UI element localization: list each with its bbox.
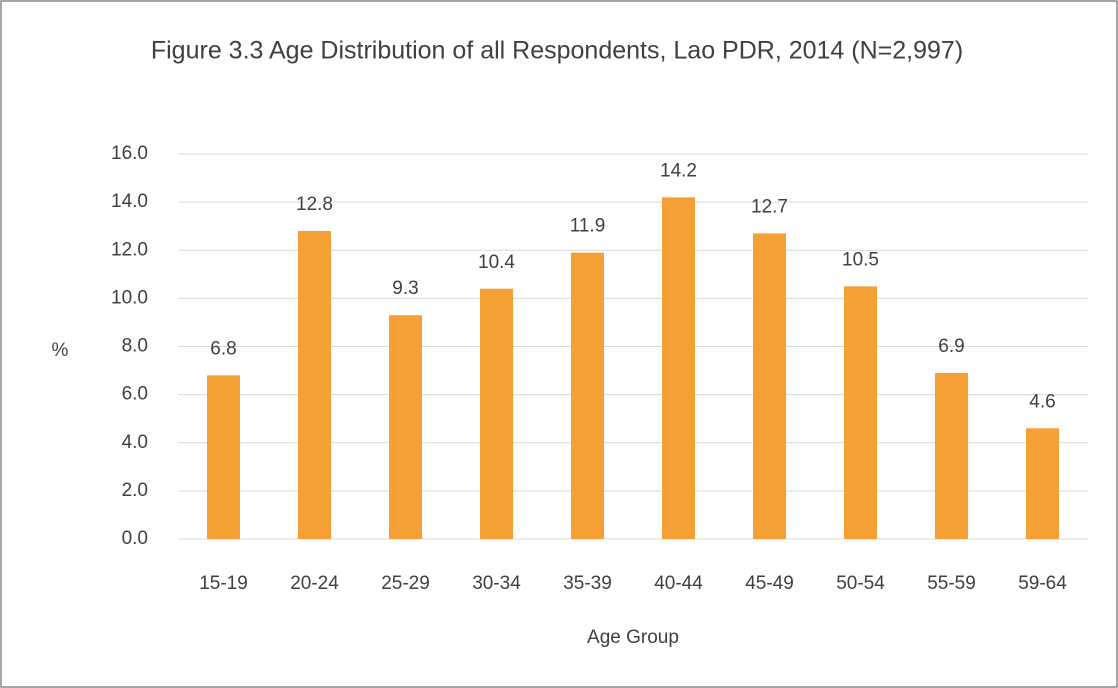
y-axis-label: % — [52, 340, 69, 361]
x-tick-label: 15-19 — [199, 573, 248, 594]
data-label: 14.2 — [660, 160, 697, 181]
chart-title: Figure 3.3 Age Distribution of all Respo… — [151, 37, 963, 65]
x-tick-label: 55-59 — [927, 573, 976, 594]
x-tick-label: 45-49 — [745, 573, 794, 594]
y-tick-label: 2.0 — [122, 480, 148, 501]
data-label: 12.7 — [751, 196, 788, 217]
y-tick-label: 12.0 — [111, 239, 148, 260]
x-tick-label: 20-24 — [290, 573, 339, 594]
x-tick-label: 35-39 — [563, 573, 612, 594]
bar — [1026, 428, 1059, 539]
data-label: 10.5 — [842, 249, 879, 270]
x-tick-label: 25-29 — [381, 573, 430, 594]
bar — [844, 286, 877, 539]
bar — [207, 375, 240, 539]
x-tick-label: 50-54 — [836, 573, 885, 594]
data-label: 10.4 — [478, 252, 515, 273]
y-tick-label: 10.0 — [111, 287, 148, 308]
data-label: 6.8 — [210, 338, 236, 359]
x-tick-label: 40-44 — [654, 573, 703, 594]
y-tick-label: 8.0 — [122, 336, 148, 357]
bar — [480, 288, 513, 539]
x-tick-label: 30-34 — [472, 573, 521, 594]
y-tick-label: 14.0 — [111, 191, 148, 212]
data-label: 12.8 — [296, 194, 333, 215]
y-tick-label: 16.0 — [111, 143, 148, 164]
data-label: 9.3 — [392, 278, 418, 299]
bar — [571, 252, 604, 539]
y-tick-label: 0.0 — [122, 528, 148, 549]
x-axis-label: Age Group — [587, 627, 679, 648]
bar — [935, 372, 968, 539]
bar — [298, 231, 331, 539]
bar — [389, 315, 422, 539]
x-tick-label: 59-64 — [1018, 573, 1067, 594]
bar — [753, 233, 786, 539]
data-label: 11.9 — [570, 216, 606, 237]
y-tick-label: 4.0 — [122, 432, 148, 453]
y-tick-label: 6.0 — [122, 384, 148, 405]
data-label: 6.9 — [938, 336, 964, 357]
bar — [662, 197, 695, 539]
data-label: 4.6 — [1029, 391, 1055, 412]
